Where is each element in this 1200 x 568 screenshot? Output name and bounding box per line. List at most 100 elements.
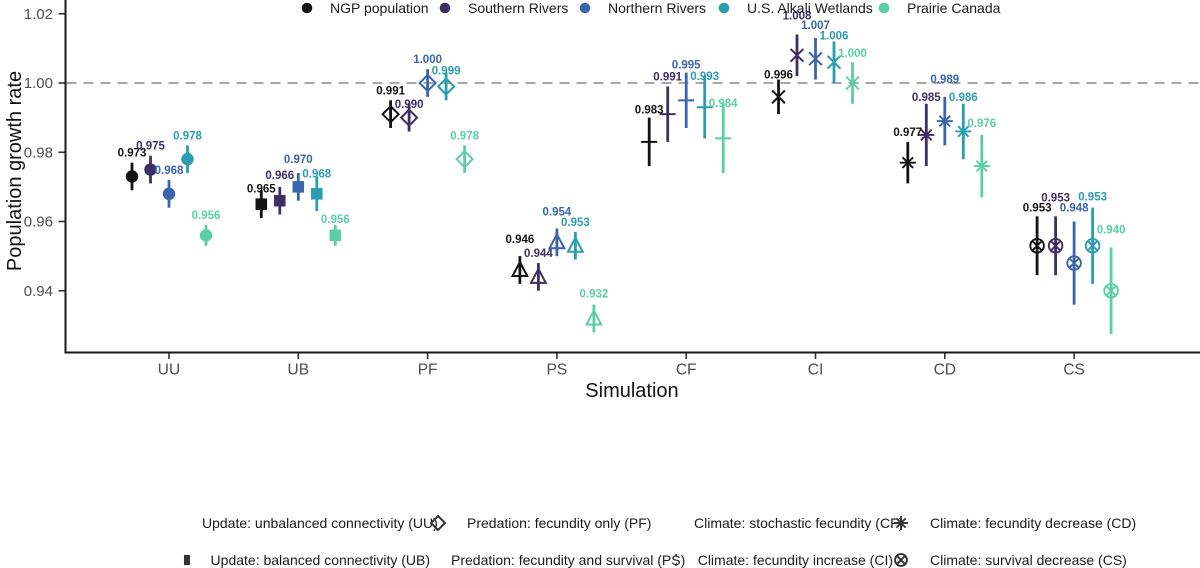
- legend-label: NGP population: [330, 0, 429, 16]
- x-tick-label-cf: CF: [676, 362, 697, 379]
- circle-filled-icon: [718, 2, 730, 14]
- diamond-open-icon: [430, 515, 446, 531]
- legend-label: U.S. Alkali Wetlands: [747, 0, 873, 16]
- point-cd-ngp-population: 0.977: [893, 127, 922, 184]
- value-label: 0.968: [302, 168, 331, 180]
- circle-filled-icon: [878, 2, 890, 14]
- square-filled-icon: [183, 554, 190, 566]
- point-uu-southern-rivers: 0.975: [136, 141, 165, 184]
- x-icon: [674, 553, 677, 567]
- point-cs-u-s-alkali-wetlands: 0.953: [1078, 192, 1107, 284]
- point-cd-southern-rivers: 0.985: [912, 92, 941, 167]
- legend-item-southern-rivers: Southern Rivers: [438, 0, 568, 16]
- point-cd-northern-rivers: 0.989: [930, 74, 959, 146]
- growth-rate-chart: 0.94 0.96 0.98 1.00 1.02 UU UB PF PS CF CI CD CS Simu…: [4, 0, 1200, 402]
- value-label: 0.983: [635, 105, 664, 117]
- simulation-legend: Update: unbalanced connectivity (UU) Pre…: [181, 515, 1163, 568]
- x-axis-title: Simulation: [585, 380, 678, 402]
- legend-item-pf: Predation: fecundity only (PF): [430, 515, 673, 531]
- point-pf-u-s-alkali-wetlands: 0.999: [432, 66, 460, 101]
- point-ci-ngp-population: 0.996: [764, 70, 793, 115]
- legend-item-cs: Climate: survival decrease (CS): [893, 552, 1163, 568]
- point-pf-ngp-population: 0.991: [376, 85, 406, 129]
- value-label: 0.985: [912, 92, 941, 104]
- x-tick-label-ps: PS: [547, 362, 568, 379]
- value-label: 0.989: [930, 74, 959, 86]
- value-label: 0.956: [192, 210, 221, 222]
- value-label: 0.986: [949, 92, 978, 104]
- x-tick-label-ub: UB: [288, 362, 310, 379]
- point-pf-southern-rivers: 0.990: [395, 99, 424, 132]
- point-ub-u-s-alkali-wetlands: 0.968: [302, 168, 332, 212]
- value-label: 0.953: [1023, 202, 1052, 214]
- value-label: 0.996: [764, 70, 793, 82]
- value-label: 0.966: [265, 170, 294, 182]
- point-ub-northern-rivers: 0.970: [284, 154, 313, 201]
- legend-label: Climate: stochastic fecundity (CF): [694, 515, 904, 531]
- x-tick-label-pf: PF: [418, 362, 438, 379]
- value-label: 0.977: [893, 127, 922, 139]
- legend-item-us-alkali-wetlands: U.S. Alkali Wetlands: [717, 0, 873, 16]
- legend-label: Southern Rivers: [468, 0, 569, 16]
- point-ci-u-s-alkali-wetlands: 1.006: [820, 30, 849, 83]
- y-tick-label: 1.00: [24, 75, 53, 92]
- value-label: 0.978: [173, 130, 202, 142]
- legend-label: Northern Rivers: [608, 0, 707, 16]
- value-label: 0.953: [1041, 192, 1070, 204]
- point-uu-prairie-canada: 0.956: [192, 210, 221, 246]
- circle-x-icon: [894, 553, 908, 567]
- y-tick-label: 1.02: [24, 6, 53, 23]
- circle-filled-icon: [439, 2, 451, 14]
- population-legend: NGP population Southern Rivers Northern …: [0, 0, 1200, 18]
- legend-item-cd: Climate: fecundity decrease (CD): [893, 515, 1163, 531]
- value-label: 0.968: [155, 165, 184, 177]
- value-label: 0.953: [561, 217, 590, 229]
- legend-item-cf: Climate: stochastic fecundity (CF): [673, 515, 903, 531]
- point-ps-southern-rivers: 0.944: [524, 248, 553, 291]
- value-label: 0.946: [506, 234, 535, 246]
- point-pf-prairie-canada: 0.978: [450, 130, 480, 174]
- point-cs-ngp-population: 0.953: [1023, 202, 1052, 276]
- value-label: 1.007: [801, 20, 830, 32]
- x-tick-label-ci: CI: [808, 362, 824, 379]
- value-label: 0.973: [118, 148, 147, 160]
- point-cf-ngp-population: 0.983: [635, 105, 664, 167]
- point-cd-prairie-canada: 0.976: [967, 118, 996, 198]
- point-cs-prairie-canada: 0.940: [1097, 224, 1126, 335]
- legend-item-northern-rivers: Northern Rivers: [578, 0, 706, 16]
- legend-item-ub: Update: balanced connectivity (UB): [181, 552, 430, 568]
- value-label: 0.940: [1097, 224, 1126, 236]
- legend-label: Climate: fecundity decrease (CD): [930, 515, 1137, 531]
- point-pf-northern-rivers: 1.000: [413, 54, 442, 97]
- point-ub-ngp-population: 0.965: [247, 183, 276, 219]
- value-label: 1.008: [783, 11, 812, 23]
- point-uu-northern-rivers: 0.968: [155, 165, 184, 208]
- asterisk-icon: [894, 516, 908, 530]
- x-tick-label-cs: CS: [1063, 362, 1085, 379]
- point-ub-southern-rivers: 0.966: [265, 170, 294, 215]
- point-ci-northern-rivers: 1.007: [801, 20, 830, 80]
- value-label: 0.975: [136, 141, 165, 153]
- point-ci-southern-rivers: 1.008: [783, 11, 812, 77]
- point-ps-prairie-canada: 0.932: [580, 289, 608, 333]
- legend-label: Climate: fecundity increase (CI): [697, 552, 893, 568]
- group-cd: 0.977 0.985 0.989 0.986 0.976: [893, 74, 996, 198]
- legend-label: Predation: fecundity only (PF): [467, 515, 652, 531]
- legend-item-uu: Update: unbalanced connectivity (UU): [181, 515, 438, 531]
- y-tick-label: 0.98: [24, 144, 53, 161]
- point-uu-u-s-alkali-wetlands: 0.978: [173, 130, 202, 174]
- value-label: 0.948: [1060, 203, 1089, 215]
- y-tick-label: 0.96: [24, 214, 53, 231]
- point-ps-ngp-population: 0.946: [506, 234, 535, 284]
- legend-item-ngp-population: NGP population: [300, 0, 429, 16]
- point-ci-prairie-canada: 1.000: [838, 48, 867, 104]
- value-label: 0.954: [543, 206, 572, 218]
- legend-label: Prairie Canada: [907, 0, 1001, 16]
- value-label: 1.006: [820, 30, 849, 42]
- value-label: 0.990: [395, 99, 424, 111]
